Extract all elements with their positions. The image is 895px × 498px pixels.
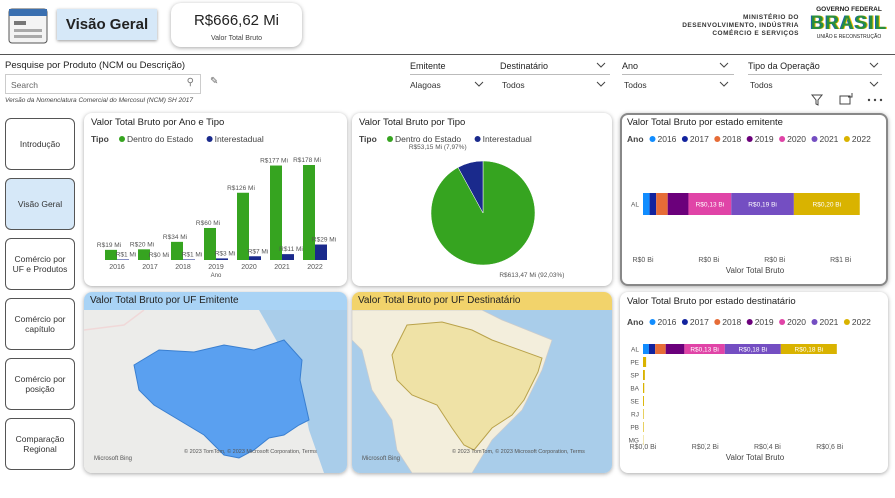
map: Microsoft Bing © 2023 TomTom, © 2023 Mic…: [84, 309, 347, 473]
gov-logo: GOVERNO FEDERAL BRASIL UNIÃO E RECONSTRU…: [808, 6, 890, 48]
gov-name: BRASIL: [810, 13, 888, 34]
filter-value[interactable]: Alagoas: [410, 80, 441, 90]
search-placeholder: Search: [11, 80, 38, 90]
map: Microsoft Bing © 2023 TomTom, © 2023 Mic…: [352, 309, 612, 473]
filter-value[interactable]: Todos: [502, 80, 525, 90]
gov-top: GOVERNO FEDERAL: [816, 6, 882, 13]
nav-button[interactable]: Comércio por UF e Produtos: [5, 238, 75, 290]
eraser-icon[interactable]: ✎: [210, 76, 219, 87]
kpi-label: Valor Total Bruto: [210, 35, 263, 42]
nav-button[interactable]: Comparação Regional: [5, 418, 75, 470]
filter-value[interactable]: Todos: [750, 80, 773, 90]
nav-button[interactable]: Comércio por capítulo: [5, 298, 75, 350]
map-title: Valor Total Bruto por UF Emitente: [84, 292, 347, 310]
ministry-line: COMÉRCIO E SERVIÇOS: [712, 30, 799, 37]
map-attribution: © 2023 TomTom, © 2023 Microsoft Corporat…: [184, 448, 317, 455]
map-card: Valor Total Bruto por UF Emitente Micros…: [84, 292, 347, 473]
chart-card: [620, 113, 888, 286]
filter-line: [622, 74, 734, 75]
nav-button[interactable]: Visão Geral: [5, 178, 75, 230]
search-label: Pesquise por Produto (NCM ou Descrição): [5, 60, 186, 71]
chart-card: [620, 292, 888, 473]
map-attribution: © 2023 TomTom, © 2023 Microsoft Corporat…: [452, 448, 585, 455]
kpi-value: R$666,62 Mi: [193, 12, 280, 29]
ministry-line: DESENVOLVIMENTO, INDÚSTRIA: [682, 22, 799, 29]
chart-card: [352, 113, 612, 286]
nav-button[interactable]: Comércio por posição: [5, 358, 75, 410]
filter-label: Tipo da Operação: [748, 61, 820, 71]
filter-label: Destinatário: [500, 61, 549, 71]
kpi-card: R$666,62 Mi Valor Total Bruto: [171, 3, 302, 47]
search-icon: ⚲: [186, 77, 194, 88]
map-title: Valor Total Bruto por UF Destinatário: [352, 292, 612, 310]
gov-motto: UNIÃO E RECONSTRUÇÃO: [816, 34, 882, 40]
filter-line: [748, 74, 882, 75]
map-brand: Microsoft Bing: [362, 456, 400, 462]
filter-line: [410, 74, 610, 75]
divider: [0, 54, 895, 55]
ministry: MINISTÉRIO DO DESENVOLVIMENTO, INDÚSTRIA…: [682, 14, 799, 38]
chart-card: [84, 113, 347, 286]
filter-value[interactable]: Todos: [624, 80, 647, 90]
filter-label: Emitente: [410, 61, 446, 71]
app-icon: [8, 8, 48, 44]
nav-button[interactable]: Introdução: [5, 118, 75, 170]
map-card: Valor Total Bruto por UF Destinatário Mi…: [352, 292, 612, 473]
map-brand: Microsoft Bing: [94, 456, 132, 462]
ministry-line: MINISTÉRIO DO: [743, 14, 799, 21]
search-box[interactable]: Search ⚲: [5, 74, 201, 94]
filter-label: Ano: [622, 61, 639, 71]
page-title: Visão Geral: [57, 9, 157, 40]
search-note: Versão da Nomenclatura Comercial do Merc…: [5, 97, 193, 104]
